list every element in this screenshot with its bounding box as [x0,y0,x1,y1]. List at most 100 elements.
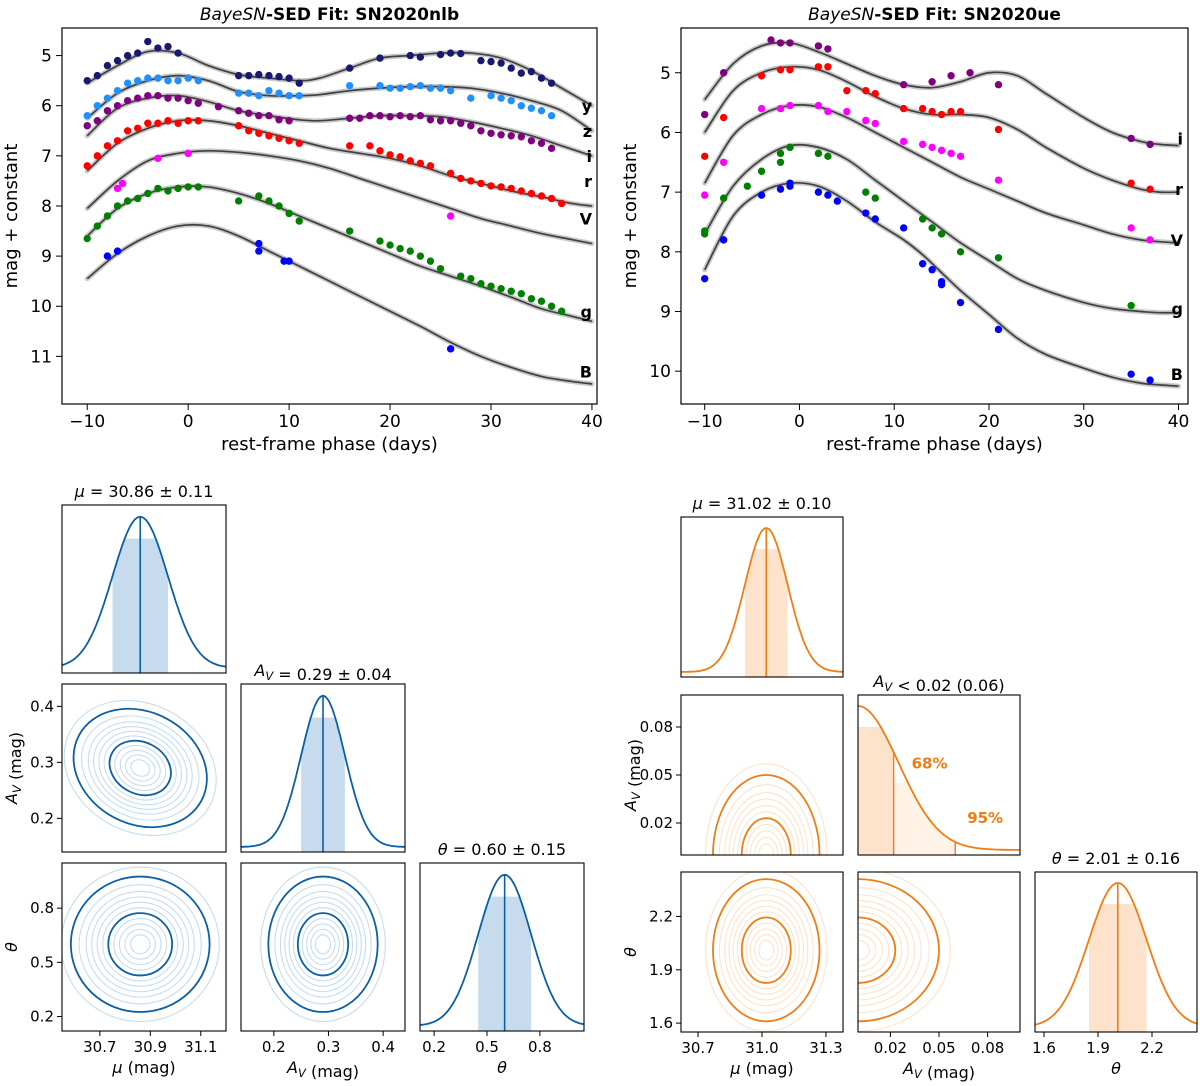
x-tick-label: 40 [581,412,603,432]
data-point-r [517,187,525,195]
x-tick-label: 0 [183,412,194,432]
data-point-i [396,112,404,120]
band-label-B: B [1171,365,1183,384]
marginal-curve [681,527,843,673]
data-point-y [93,71,102,80]
cell-content [241,684,405,852]
data-point-z [406,82,414,91]
data-point-r [527,189,536,198]
contour-main [107,912,174,977]
data-point-g [144,189,152,198]
cell-content [420,863,584,1031]
contour-main [712,878,821,1023]
contour-level [728,899,805,1001]
y-tick-label: 0.3 [30,753,54,771]
data-point-g [103,212,112,220]
data-point-B [833,197,842,205]
data-point-r [918,104,927,113]
data-point-y [255,70,263,79]
data-point-g [255,192,263,200]
cell-content [260,866,386,1023]
chart-title: BayeSN-SED Fit: SN2020nlb [200,5,459,25]
corner-cell-A_V-A_V: AV = 0.29 ± 0.04 [240,661,406,853]
data-point-V [786,101,794,110]
x-axis-label: AV (mag) [902,1059,975,1082]
data-point-B [700,274,709,283]
marginal-title: θ = 0.60 ± 0.15 [438,840,566,859]
data-point-i [154,91,162,100]
data-point-r [154,119,162,127]
model-uncertainty-B [84,222,595,387]
contour-level [310,928,336,960]
contour-level [96,901,184,987]
data-point-B [918,260,927,268]
data-point-z [345,81,354,90]
model-curve-i [704,41,1179,147]
data-point-i [214,103,223,111]
data-point-z [517,102,525,110]
data-point-B [956,298,965,307]
data-point-r [1146,185,1154,193]
cell-frame [61,683,227,853]
data-point-g [956,248,965,256]
data-point-r [376,147,384,155]
data-point-r [255,129,263,137]
contour-level [98,730,183,806]
data-point-r [457,174,465,183]
band-label-r: r [1175,180,1183,199]
contour-main [108,739,172,797]
data-point-B [113,247,122,255]
contour-level [858,934,877,967]
data-point-g [386,241,394,249]
band-label-V: V [1171,231,1184,250]
data-point-z [234,89,243,97]
contour-level [284,896,362,993]
data-point-r [396,153,404,161]
contour-level [130,759,151,777]
data-point-z [164,76,172,85]
cell-content [62,505,226,673]
contour-main [72,707,208,829]
contour-level [114,744,167,792]
data-point-g [194,183,202,191]
contour-level [749,928,783,973]
cell-frame [1034,871,1198,1033]
data-point-i [93,117,102,125]
x-tick-label: 30 [480,412,502,432]
data-point-i [497,131,505,139]
x-tick-label: 31.1 [184,1038,217,1056]
marginal-title: θ = 2.01 ± 0.16 [1052,849,1180,868]
data-point-V [719,158,728,166]
x-axis-label: θ [1111,1059,1121,1078]
data-point-V [1146,236,1154,244]
x-axis-label: rest-frame phase (days) [221,434,438,455]
corner-plot-corner_ue: μ = 31.02 ± 0.10 0.02 0.05 0.08 AV (mag) 68% 9… [621,494,1198,1082]
plot-frame [61,27,598,405]
data-point-V [871,119,879,128]
data-point-r [757,72,766,80]
data-point-V [956,152,965,161]
model-curve-V [703,104,1179,244]
y-tick-label: 0.2 [30,809,54,827]
data-point-r [786,66,794,74]
data-point-g [757,167,766,175]
data-point-r [956,107,965,116]
data-point-B [994,325,1003,334]
data-point-i [144,91,152,100]
data-point-i [517,133,525,141]
data-point-V [700,191,709,199]
data-point-z [194,76,202,85]
y-tick-label: 1.6 [649,1014,673,1032]
corner-cell-A_V-mu: 0.2 0.3 0.4 AV (mag) [2,683,227,853]
data-point-g [786,143,794,152]
contour-level [758,939,775,961]
data-point-B [871,215,879,223]
data-point-g [497,284,505,293]
corner-cell-theta-theta: θ = 0.60 ± 0.15 0.2 0.5 0.8 θ [419,840,585,1077]
data-point-i [174,94,182,102]
model-curve-B [86,223,593,385]
contour-level [858,887,930,1014]
band-label-z: z [583,122,592,141]
x-axis-label: AV (mag) [286,1058,359,1081]
